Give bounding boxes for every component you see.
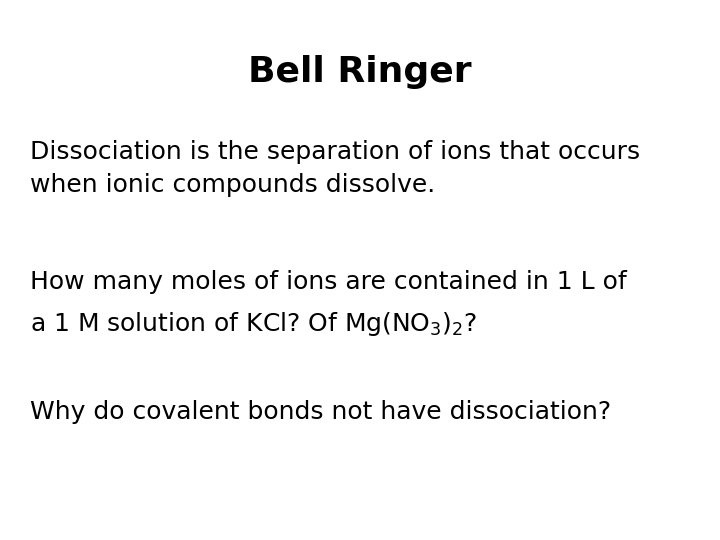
- Text: Why do covalent bonds not have dissociation?: Why do covalent bonds not have dissociat…: [30, 400, 611, 424]
- Text: Bell Ringer: Bell Ringer: [248, 55, 472, 89]
- Text: Dissociation is the separation of ions that occurs
when ionic compounds dissolve: Dissociation is the separation of ions t…: [30, 140, 640, 197]
- Text: How many moles of ions are contained in 1 L of: How many moles of ions are contained in …: [30, 270, 626, 294]
- Text: a 1 M solution of KCl? Of Mg(NO$_3$)$_2$?: a 1 M solution of KCl? Of Mg(NO$_3$)$_2$…: [30, 310, 477, 338]
